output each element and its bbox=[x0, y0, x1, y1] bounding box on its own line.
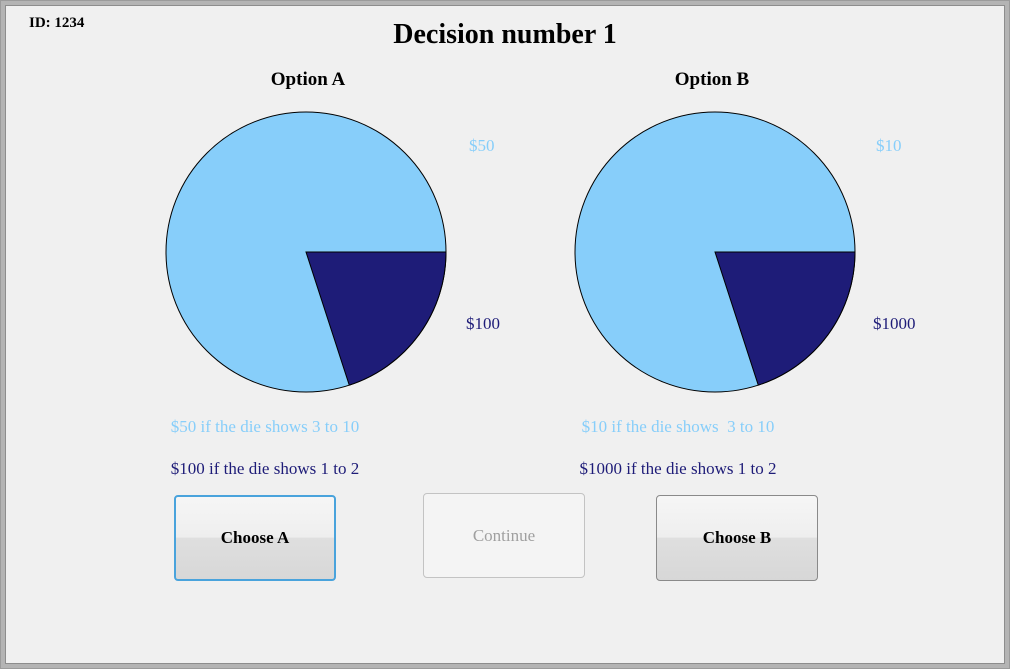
option-a-heading: Option A bbox=[270, 69, 346, 90]
page-title: Decision number 1 bbox=[393, 19, 617, 50]
option-a-high-outcome-text: $50 if the die shows 3 to 10 bbox=[170, 417, 360, 436]
participant-id-label: ID: 1234 bbox=[29, 15, 85, 31]
option-a-high-amount-label: $50 bbox=[469, 136, 495, 155]
option-b-high-amount-label: $10 bbox=[876, 136, 902, 155]
option-a-low-slice bbox=[305, 251, 447, 386]
option-b-low-amount-label: $1000 bbox=[873, 314, 916, 333]
option-a-low-outcome-text: $100 if the die shows 1 to 2 bbox=[170, 459, 360, 478]
option-a-pie-chart bbox=[165, 111, 447, 393]
option-b-high-outcome-text: $10 if the die shows 3 to 10 bbox=[581, 417, 775, 436]
choose-b-button[interactable]: Choose B bbox=[656, 495, 818, 581]
option-b-low-slice bbox=[714, 251, 856, 386]
option-a-low-amount-label: $100 bbox=[466, 314, 500, 333]
option-b-low-outcome-text: $1000 if the die shows 1 to 2 bbox=[579, 459, 777, 478]
continue-button[interactable]: Continue bbox=[423, 493, 585, 578]
option-b-heading: Option B bbox=[674, 69, 750, 90]
choose-a-button[interactable]: Choose A bbox=[174, 495, 336, 581]
option-b-pie-chart bbox=[574, 111, 856, 393]
